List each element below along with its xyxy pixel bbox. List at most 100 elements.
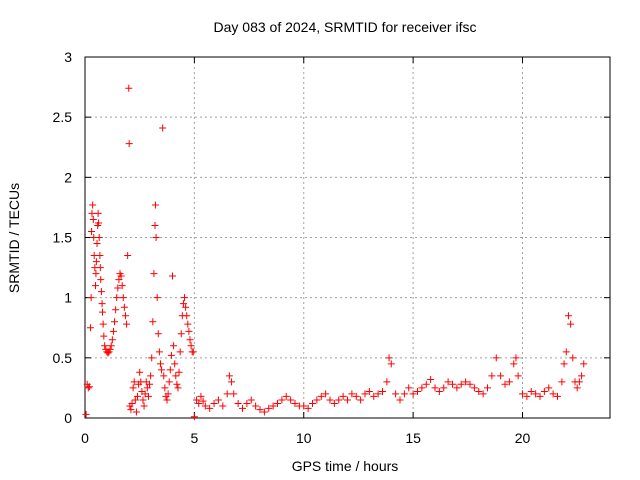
data-point: [422, 380, 430, 388]
data-point: [449, 380, 456, 388]
x-tick-label: 15: [405, 430, 421, 446]
data-point: [374, 390, 382, 398]
data-point: [148, 354, 156, 362]
data-point: [357, 396, 365, 404]
data-point: [164, 390, 172, 398]
data-point: [348, 390, 356, 398]
data-point: [344, 396, 351, 404]
data-point: [165, 378, 173, 386]
data-point: [396, 396, 404, 404]
data-point: [466, 380, 474, 388]
data-point: [514, 372, 522, 380]
data-point: [580, 360, 588, 368]
data-point: [256, 406, 264, 414]
data-point: [523, 392, 531, 400]
data-point: [92, 270, 100, 278]
data-point: [558, 378, 566, 386]
data-point: [99, 308, 106, 316]
data-point: [183, 312, 191, 320]
data-point: [199, 397, 207, 405]
data-point: [405, 384, 413, 392]
data-point: [540, 388, 548, 396]
data-point: [101, 342, 109, 350]
data-point: [114, 284, 122, 292]
data-point: [214, 396, 222, 404]
data-point: [144, 392, 152, 400]
data-point: [564, 312, 572, 320]
y-tick-label: 1: [64, 290, 72, 306]
data-point: [260, 408, 268, 416]
data-point: [370, 392, 378, 400]
data-point: [560, 360, 568, 368]
axes: 0 0.5 1 1.5 2 2.5 3 0 5 10 15 20: [53, 49, 611, 446]
data-point: [444, 378, 452, 386]
data-point: [440, 384, 448, 392]
data-point: [163, 396, 171, 404]
x-tick-label: 10: [296, 430, 312, 446]
data-point: [190, 413, 198, 421]
data-point: [278, 396, 286, 404]
data-point: [352, 392, 360, 400]
data-point: [152, 234, 160, 241]
grid-lines: [85, 57, 610, 418]
data-point: [172, 372, 180, 380]
data-point: [155, 348, 163, 356]
data-point: [125, 140, 133, 148]
data-point: [179, 300, 187, 308]
chart-title: Day 083 of 2024, SRMTID for receiver ifs…: [214, 19, 477, 35]
data-point: [120, 303, 128, 311]
data-point: [512, 354, 520, 362]
data-point: [201, 402, 209, 410]
x-tick-label: 5: [190, 430, 198, 446]
data-point: [185, 327, 193, 335]
data-point: [181, 294, 189, 302]
data-point: [174, 384, 182, 392]
x-tick-label: 0: [81, 430, 89, 446]
data-point: [112, 306, 120, 314]
y-tick-label: 0.5: [53, 350, 73, 366]
x-axis-label: GPS time / hours: [292, 458, 399, 474]
data-point: [123, 320, 131, 328]
data-point: [86, 324, 94, 332]
data-point: [85, 383, 93, 391]
data-point: [143, 384, 151, 392]
data-point: [184, 320, 192, 328]
data-point: [309, 400, 316, 408]
data-point: [453, 384, 461, 392]
data-point: [492, 354, 500, 362]
y-tick-label: 1.5: [53, 230, 73, 246]
data-point: [400, 390, 408, 398]
y-tick-label: 2.5: [53, 109, 73, 125]
data-point: [247, 396, 255, 404]
data-point: [89, 215, 97, 223]
data-point: [121, 312, 129, 320]
data-point: [457, 380, 465, 388]
data-point: [383, 378, 391, 386]
data-point: [519, 390, 526, 398]
data-point: [94, 209, 102, 217]
data-point: [223, 390, 231, 398]
data-point: [505, 378, 513, 386]
data-point: [98, 300, 106, 308]
data-point: [119, 294, 127, 302]
data-point: [171, 360, 179, 368]
data-point: [326, 396, 334, 404]
data-point: [107, 342, 115, 350]
data-point: [82, 410, 90, 418]
data-point: [134, 392, 141, 400]
data-point: [197, 392, 205, 400]
data-point: [317, 392, 325, 400]
data-point: [365, 388, 373, 396]
data-point: [99, 320, 107, 328]
data-point: [87, 294, 95, 302]
data-point: [409, 390, 417, 398]
data-point: [167, 351, 175, 359]
data-point: [92, 258, 100, 266]
data-point: [479, 390, 487, 398]
data-point: [88, 227, 96, 235]
y-tick-label: 0: [64, 410, 72, 426]
data-point: [501, 380, 509, 388]
data-point: [186, 336, 194, 344]
data-point: [113, 294, 121, 302]
